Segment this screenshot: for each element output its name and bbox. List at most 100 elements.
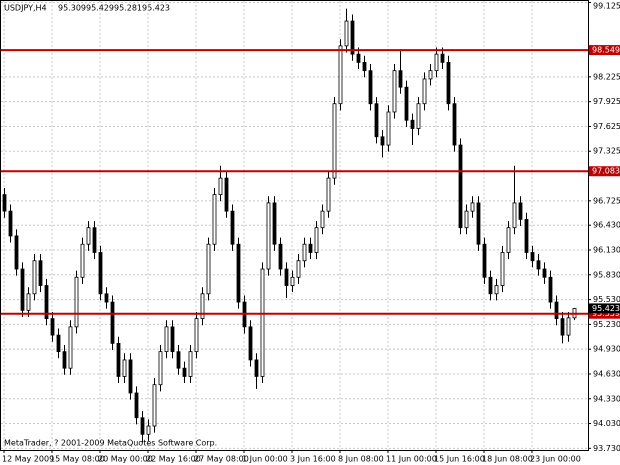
candle-body <box>38 260 43 286</box>
y-tick-label: 96.130 <box>593 246 620 255</box>
candle-body <box>386 111 391 146</box>
candle-body <box>218 177 223 196</box>
y-tick-label: 96.725 <box>593 196 620 205</box>
candle-body <box>410 119 415 129</box>
candle-body <box>86 227 91 245</box>
candle-body <box>374 103 379 138</box>
candle-body <box>536 260 541 270</box>
candle-body <box>146 425 151 435</box>
candle-body <box>104 293 109 303</box>
candle-body <box>398 70 403 88</box>
level-label-box <box>589 308 620 319</box>
candle-body <box>158 351 163 386</box>
candle-body <box>560 318 565 336</box>
x-tick-label: 18 Jun 08:00 <box>482 455 533 464</box>
y-tick-label: 93.730 <box>593 444 620 453</box>
candle-body <box>548 276 553 303</box>
candle-body <box>494 285 499 295</box>
candle-body <box>524 219 529 253</box>
y-tick-label: 96.430 <box>593 221 620 230</box>
candle-body <box>32 260 37 295</box>
candle-body <box>74 276 79 328</box>
candle-body <box>422 78 427 105</box>
candle-body <box>314 227 319 253</box>
level-label-box <box>589 45 620 56</box>
candle-body <box>278 243 283 270</box>
y-tick-label: 98.225 <box>593 72 620 81</box>
candle-body <box>488 276 493 295</box>
candle-body <box>98 252 103 295</box>
candle-body <box>332 103 337 179</box>
candle-body <box>452 103 457 146</box>
header-low: 95.281 <box>114 4 142 13</box>
level-label: 98.549 <box>592 46 620 55</box>
last-price-box <box>589 303 620 314</box>
candle-body <box>134 392 139 419</box>
candle-body <box>254 359 259 377</box>
candle-body <box>200 293 205 319</box>
x-tick-label: 12 May 2009 <box>2 455 54 464</box>
candle-body <box>62 351 67 369</box>
candle-body <box>458 144 463 229</box>
candle-body <box>182 367 187 377</box>
candle-body <box>224 177 229 212</box>
footer: MetaTrader, ? 2001-2009 MetaQuotes Softw… <box>4 439 217 448</box>
candle-body <box>140 417 145 435</box>
candle-body <box>188 351 193 377</box>
header: USDJPY,H4 95.309 95.429 95.281 95.423 <box>4 4 170 13</box>
candle-body <box>530 252 535 262</box>
candle-body <box>212 194 217 245</box>
x-tick-label: 1 Jun 00:00 <box>242 455 288 464</box>
y-tick-label: 94.630 <box>593 369 620 378</box>
candle-body <box>92 227 97 253</box>
candle-body <box>416 103 421 129</box>
candle-body <box>50 318 55 336</box>
x-tick-label: 11 Jun 00:00 <box>386 455 437 464</box>
x-tick-label: 15 Jun 16:00 <box>434 455 485 464</box>
candle-body <box>68 326 73 369</box>
candle-body <box>326 177 331 212</box>
y-tick-label: 97.625 <box>593 122 620 131</box>
candle-body <box>440 53 445 63</box>
candle-body <box>566 317 571 336</box>
y-tick-label: 97.325 <box>593 147 620 156</box>
header-high: 95.429 <box>86 4 114 13</box>
x-tick-label: 20 May 00:00 <box>98 455 153 464</box>
candle-body <box>2 194 7 212</box>
candle-body <box>290 276 295 286</box>
level-label: 97.083 <box>592 167 620 176</box>
candle-body <box>14 235 19 270</box>
candle-body <box>434 53 439 72</box>
candle-body <box>260 268 265 377</box>
candle-body <box>392 70 397 113</box>
candle-body <box>368 70 373 105</box>
y-tick-label: 95.530 <box>593 295 620 304</box>
candle-body <box>476 202 481 245</box>
candle-body <box>194 318 199 353</box>
candle-body <box>500 252 505 286</box>
candle-body <box>26 293 31 311</box>
y-tick-label: 94.330 <box>593 394 620 403</box>
level-label: 95.359 <box>592 309 620 318</box>
candle-body <box>272 202 277 245</box>
x-tick-label: 3 Jun 16:00 <box>290 455 336 464</box>
candle-body <box>230 210 235 245</box>
x-tick-label: 27 May 08:00 <box>194 455 249 464</box>
y-tick-label: 94.930 <box>593 345 620 354</box>
candle-body <box>116 342 121 377</box>
candle-body <box>362 61 367 72</box>
candle-body <box>380 136 385 146</box>
candle-body <box>470 202 475 212</box>
candle-body <box>170 326 175 353</box>
candle-body <box>56 334 61 353</box>
candle-body <box>266 202 271 270</box>
candle-body <box>554 301 559 319</box>
candle-body <box>518 202 523 220</box>
candle-body <box>302 243 307 262</box>
level-label-box <box>589 166 620 177</box>
candle-body <box>248 326 253 361</box>
candle-body <box>80 243 85 278</box>
candle-body <box>338 45 343 105</box>
